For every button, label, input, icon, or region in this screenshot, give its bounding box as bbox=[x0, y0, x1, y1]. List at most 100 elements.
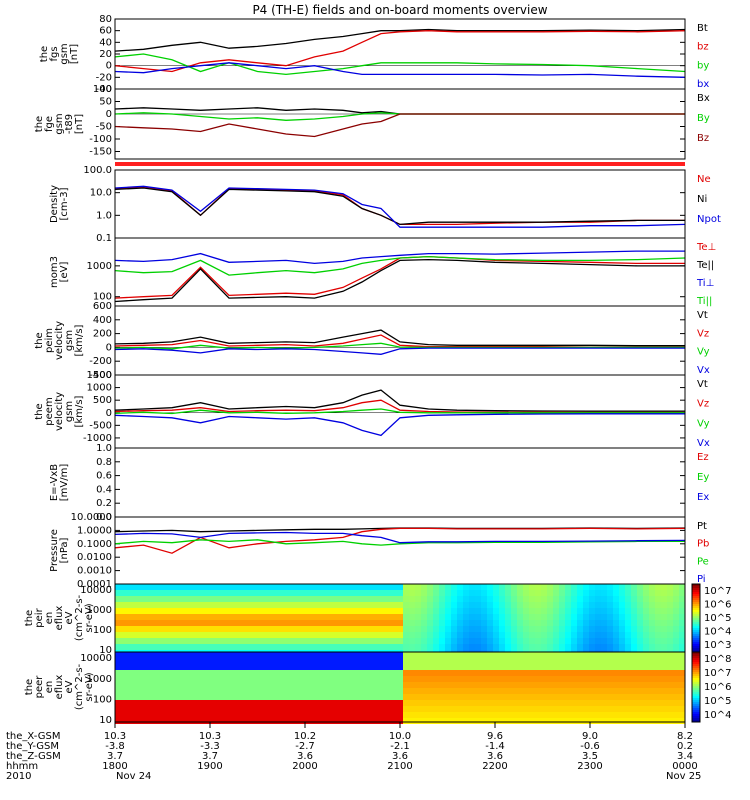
heatmap-cell bbox=[115, 682, 121, 688]
heatmap-cell bbox=[355, 700, 361, 706]
heatmap-cell bbox=[265, 652, 271, 658]
heatmap-cell bbox=[463, 638, 469, 644]
heatmap-cell bbox=[259, 676, 265, 682]
heatmap-cell bbox=[487, 676, 493, 682]
heatmap-cell bbox=[295, 700, 301, 706]
heatmap-cell bbox=[529, 584, 535, 590]
heatmap-cell bbox=[289, 682, 295, 688]
heatmap-cell bbox=[565, 670, 571, 676]
heatmap-cell bbox=[205, 682, 211, 688]
heatmap-cell bbox=[559, 706, 565, 712]
heatmap-cell bbox=[157, 694, 163, 700]
heatmap-cell bbox=[499, 614, 505, 620]
x-tick-label-hhmm: 2000 bbox=[292, 761, 317, 772]
heatmap-cell bbox=[163, 584, 169, 590]
y-tick-label: 10.0000 bbox=[71, 512, 112, 523]
y-axis-label-line: [mV/m] bbox=[59, 464, 70, 502]
heatmap-cell bbox=[625, 688, 631, 694]
heatmap-cell bbox=[319, 688, 325, 694]
heatmap-cell bbox=[379, 694, 385, 700]
heatmap-cell bbox=[379, 620, 385, 626]
heatmap-cell bbox=[649, 694, 655, 700]
heatmap-cell bbox=[307, 590, 313, 596]
heatmap-cell bbox=[217, 706, 223, 712]
heatmap-cell bbox=[541, 676, 547, 682]
heatmap-cell bbox=[313, 694, 319, 700]
heatmap-cell bbox=[577, 676, 583, 682]
heatmap-cell bbox=[235, 664, 241, 670]
heatmap-cell bbox=[655, 626, 661, 632]
heatmap-cell bbox=[607, 608, 613, 614]
heatmap-cell bbox=[565, 584, 571, 590]
heatmap-cell bbox=[433, 718, 439, 724]
y-axis-label-line: peir bbox=[34, 607, 45, 627]
heatmap-cell bbox=[241, 718, 247, 724]
heatmap-cell bbox=[157, 590, 163, 596]
heatmap-cell bbox=[577, 596, 583, 602]
heatmap-cell bbox=[661, 664, 667, 670]
heatmap-cell bbox=[283, 626, 289, 632]
heatmap-cell bbox=[253, 596, 259, 602]
heatmap-cell bbox=[217, 632, 223, 638]
heatmap-cell bbox=[655, 670, 661, 676]
heatmap-cell bbox=[133, 706, 139, 712]
heatmap-cell bbox=[325, 590, 331, 596]
colorbar-cell bbox=[692, 616, 700, 618]
heatmap-cell bbox=[583, 652, 589, 658]
heatmap-cell bbox=[583, 626, 589, 632]
heatmap-cell bbox=[601, 644, 607, 650]
heatmap-cell bbox=[133, 700, 139, 706]
heatmap-cell bbox=[361, 608, 367, 614]
heatmap-cell bbox=[655, 584, 661, 590]
heatmap-cell bbox=[289, 658, 295, 664]
heatmap-cell bbox=[595, 638, 601, 644]
heatmap-cell bbox=[655, 706, 661, 712]
heatmap-cell bbox=[619, 602, 625, 608]
heatmap-cell bbox=[649, 638, 655, 644]
heatmap-cell bbox=[655, 694, 661, 700]
heatmap-cell bbox=[193, 712, 199, 718]
heatmap-cell bbox=[433, 644, 439, 650]
heatmap-cell bbox=[355, 694, 361, 700]
heatmap-cell bbox=[649, 682, 655, 688]
heatmap-cell bbox=[337, 652, 343, 658]
heatmap-cell bbox=[595, 712, 601, 718]
heatmap-cell bbox=[259, 638, 265, 644]
series-line bbox=[114, 347, 685, 355]
heatmap-cell bbox=[385, 664, 391, 670]
heatmap-cell bbox=[319, 682, 325, 688]
heatmap-cell bbox=[289, 632, 295, 638]
heatmap-cell bbox=[403, 632, 409, 638]
heatmap-cell bbox=[433, 670, 439, 676]
heatmap-cell bbox=[565, 712, 571, 718]
heatmap-cell bbox=[463, 706, 469, 712]
heatmap-cell bbox=[427, 676, 433, 682]
heatmap-cell bbox=[193, 584, 199, 590]
heatmap-cell bbox=[661, 682, 667, 688]
heatmap-cell bbox=[163, 706, 169, 712]
heatmap-cell bbox=[505, 658, 511, 664]
heatmap-cell bbox=[391, 712, 397, 718]
heatmap-cell bbox=[577, 644, 583, 650]
heatmap-cell bbox=[619, 700, 625, 706]
heatmap-cell bbox=[193, 706, 199, 712]
heatmap-cell bbox=[379, 718, 385, 724]
heatmap-cell bbox=[601, 658, 607, 664]
heatmap-cell bbox=[571, 688, 577, 694]
heatmap-cell bbox=[247, 590, 253, 596]
y-axis-label-line: peim bbox=[44, 328, 55, 353]
heatmap-cell bbox=[115, 584, 121, 590]
series-line bbox=[114, 334, 685, 348]
heatmap-cell bbox=[589, 596, 595, 602]
y-tick-label: 0 bbox=[106, 342, 112, 353]
legend-entry: Ex bbox=[697, 492, 709, 503]
heatmap-cell bbox=[487, 626, 493, 632]
heatmap-cell bbox=[559, 590, 565, 596]
heatmap-cell bbox=[637, 664, 643, 670]
heatmap-cell bbox=[343, 584, 349, 590]
heatmap-cell bbox=[505, 596, 511, 602]
series-line bbox=[114, 187, 685, 226]
heatmap-cell bbox=[415, 652, 421, 658]
heatmap-cell bbox=[331, 676, 337, 682]
heatmap-cell bbox=[577, 712, 583, 718]
